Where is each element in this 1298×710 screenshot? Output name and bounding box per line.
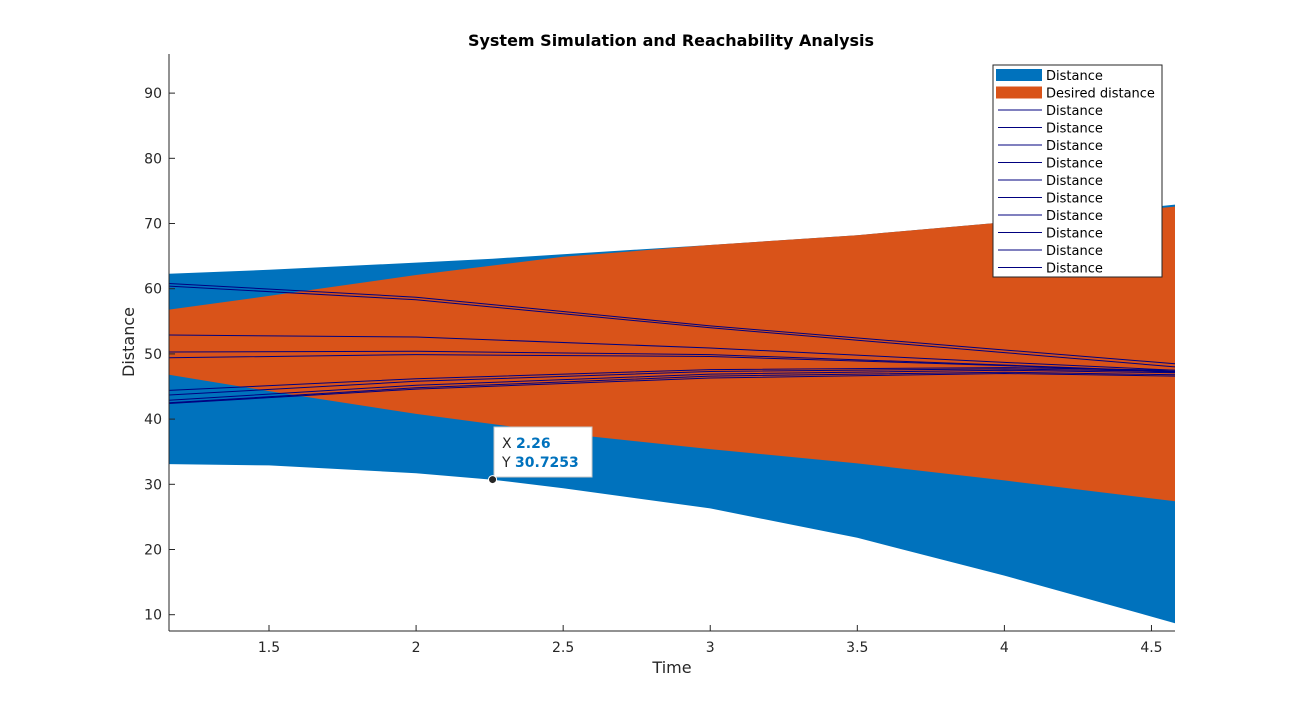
series-line-2 [168,285,1176,368]
y-tick-label: 70 [144,217,162,233]
series-line-8 [168,369,1176,401]
legend-label: Distance [1046,244,1103,259]
legend-item[interactable]: Distance [998,192,1103,207]
y-tick-label: 20 [144,543,162,559]
datatip-y-label: Y [501,455,511,471]
legend-item[interactable]: Distance [998,209,1103,224]
datatip-x-label: X [502,436,512,452]
legend-swatch [996,69,1042,81]
legend-item[interactable]: Distance [998,122,1103,137]
x-tick-label: 4.5 [1140,640,1162,656]
legend-label: Distance [1046,104,1103,119]
x-tick-label: 3 [706,640,715,656]
datatip-x-row: X 2.26 [502,436,551,452]
datatip-y-value: 30.7253 [515,455,579,471]
y-tick-label: 50 [144,347,162,363]
legend-item[interactable]: Desired distance [996,86,1155,102]
legend-label: Distance [1046,157,1103,172]
legend-swatch [996,86,1042,99]
legend-label: Distance [1046,122,1103,137]
x-tick-label: 1.5 [258,640,280,656]
chart-title: System Simulation and Reachability Analy… [468,31,874,50]
legend-label: Desired distance [1046,87,1155,102]
legend-item[interactable]: Distance [998,104,1103,119]
axes: 1.5 2 2.5 3 3.5 4 4.5 10 20 30 40 50 60 70 80 90 [144,54,1175,656]
legend-box [992,64,1163,278]
series-layer [168,283,1176,404]
legend-items: Distance Desired distance Distance Distance… [996,69,1155,277]
legend-label: Distance [1046,174,1103,189]
legend-item[interactable]: Distance [998,139,1103,154]
legend-item[interactable]: Distance [998,262,1103,277]
series-line-7 [168,368,1176,396]
datatip-box [493,426,593,478]
x-tick-label: 2.5 [552,640,574,656]
y-ticks: 10 20 30 40 50 60 70 80 90 [144,86,175,624]
series-line-10 [168,372,1176,404]
series-line-5 [168,354,1176,373]
legend-item[interactable]: Distance [996,69,1103,84]
y-tick-label: 10 [144,608,162,624]
legend-label: Distance [1046,262,1103,277]
x-tick-label: 4 [1000,640,1009,656]
legend-label: Distance [1046,192,1103,207]
series-line-6 [168,367,1176,391]
datatip-x-value: 2.26 [516,436,551,452]
legend-item[interactable]: Distance [998,157,1103,172]
y-tick-label: 90 [144,86,162,102]
plot-area[interactable] [168,204,1176,624]
series-line-3 [168,334,1176,371]
x-axis-label: Time [651,658,691,677]
datatip-y-row: Y 30.7253 [501,455,579,471]
datatip-marker[interactable] [488,475,498,485]
legend-item[interactable]: Distance [998,174,1103,189]
y-tick-label: 60 [144,282,162,298]
legend-label: Distance [1046,139,1103,154]
x-ticks: 1.5 2 2.5 3 3.5 4 4.5 [258,625,1163,656]
datatip[interactable]: X 2.26 Y 30.7253 [488,426,593,485]
y-axis-label: Distance [119,307,138,377]
series-line-1 [168,283,1176,365]
legend-label: Distance [1046,209,1103,224]
legend-label: Distance [1046,227,1103,242]
x-tick-label: 3.5 [846,640,868,656]
y-tick-label: 80 [144,151,162,167]
y-tick-label: 40 [144,412,162,428]
series-line-9 [168,371,1176,404]
legend[interactable]: Distance Desired distance Distance Distance… [992,64,1163,278]
y-tick-label: 30 [144,477,162,493]
legend-item[interactable]: Distance [998,227,1103,242]
series-line-4 [168,350,1176,372]
x-tick-label: 2 [412,640,421,656]
legend-item[interactable]: Distance [998,244,1103,259]
legend-label: Distance [1046,69,1103,84]
